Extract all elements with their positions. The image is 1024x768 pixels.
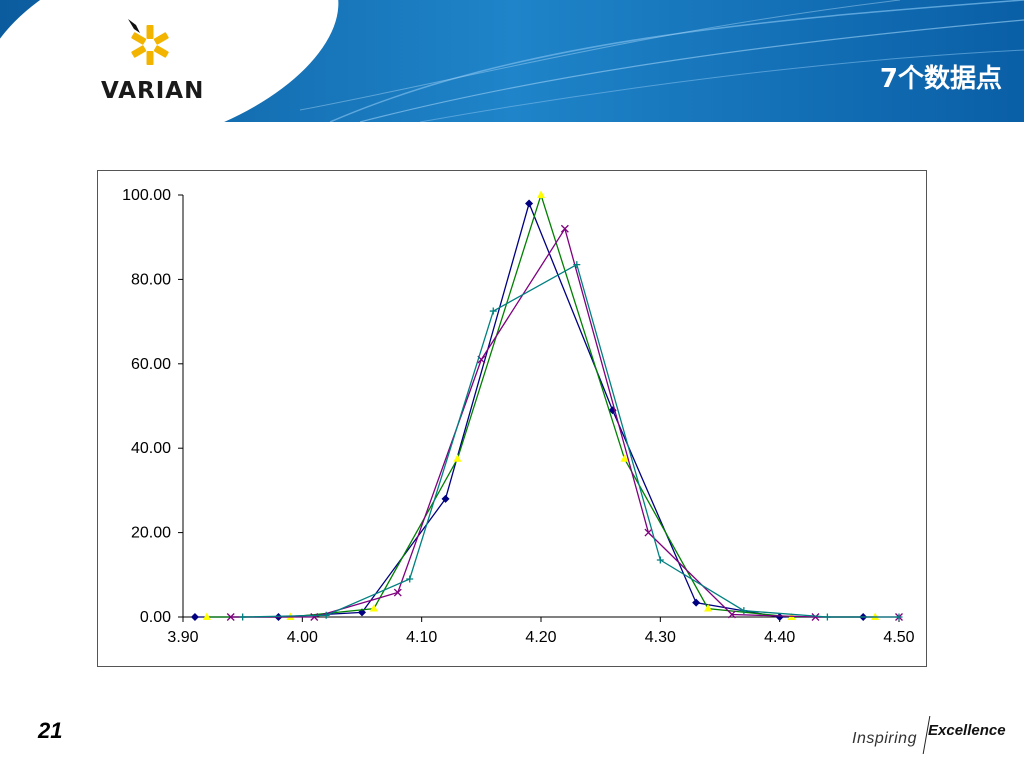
series-line-1 [194, 201, 864, 618]
header-banner: VARIAN 7个数据点 [0, 0, 1024, 122]
data-point-triangle [620, 454, 629, 462]
y-tick-label: 0.00 [140, 609, 171, 626]
y-tick-label: 80.00 [131, 271, 171, 288]
data-point-x [226, 613, 235, 621]
data-point-plus [489, 307, 497, 315]
chart-area: 0.00 20.00 40.00 60.00 80.00 100.00 3.90 4.00 4.… [97, 170, 927, 667]
slide-title: 7个数据点 [879, 64, 1002, 94]
data-point-x [393, 588, 402, 597]
data-point-diamond [441, 494, 450, 503]
x-tick-label: 4.20 [525, 629, 556, 646]
data-point-diamond [525, 199, 534, 208]
data-point-plus [239, 613, 247, 621]
tagline-inspiring: Inspiring [852, 730, 917, 747]
header-background [0, 0, 1024, 122]
tagline-logo: Inspiring Excellence [852, 716, 1012, 756]
data-point-x [727, 610, 736, 619]
data-point-x [811, 613, 820, 621]
data-point-triangle [871, 612, 880, 620]
page-number: 21 [38, 718, 63, 743]
data-point-plus [406, 575, 414, 583]
data-point-plus [573, 261, 581, 269]
series-line-4 [242, 263, 899, 618]
data-point-x [310, 613, 319, 621]
y-tick-label: 60.00 [131, 356, 171, 373]
x-tick-label: 4.00 [287, 629, 318, 646]
data-point-plus [656, 556, 664, 564]
x-tick-label: 4.10 [406, 629, 437, 646]
y-tick-label: 40.00 [131, 440, 171, 457]
data-point-x [644, 528, 653, 537]
data-point-diamond [190, 613, 199, 621]
data-point-x [560, 224, 569, 233]
data-point-triangle [202, 612, 211, 620]
x-tick-label: 3.90 [167, 629, 198, 646]
data-point-triangle [537, 190, 545, 198]
data-point-plus [740, 607, 748, 615]
line-chart: 0.00 20.00 40.00 60.00 80.00 100.00 3.90 4.00 4.… [122, 187, 915, 646]
data-point-plus [823, 613, 831, 621]
data-point-triangle [453, 454, 462, 462]
y-tick-label: 20.00 [131, 525, 171, 542]
varian-star-icon [128, 19, 169, 65]
data-point-triangle [704, 604, 713, 612]
data-point-plus [895, 613, 903, 621]
x-tick-label: 4.50 [883, 629, 914, 646]
data-point-diamond [692, 598, 701, 607]
varian-logo-text: VARIAN [101, 78, 205, 104]
x-tick-label: 4.40 [764, 629, 795, 646]
series-line-3 [230, 227, 899, 618]
series-line-2 [206, 192, 876, 618]
x-tick-label: 4.30 [645, 629, 676, 646]
logo-ellipse [0, 0, 339, 122]
data-point-triangle [369, 604, 378, 612]
tagline-excellence: Excellence [928, 722, 1006, 739]
y-tick-label: 100.00 [122, 187, 171, 204]
data-point-plus [322, 611, 330, 619]
